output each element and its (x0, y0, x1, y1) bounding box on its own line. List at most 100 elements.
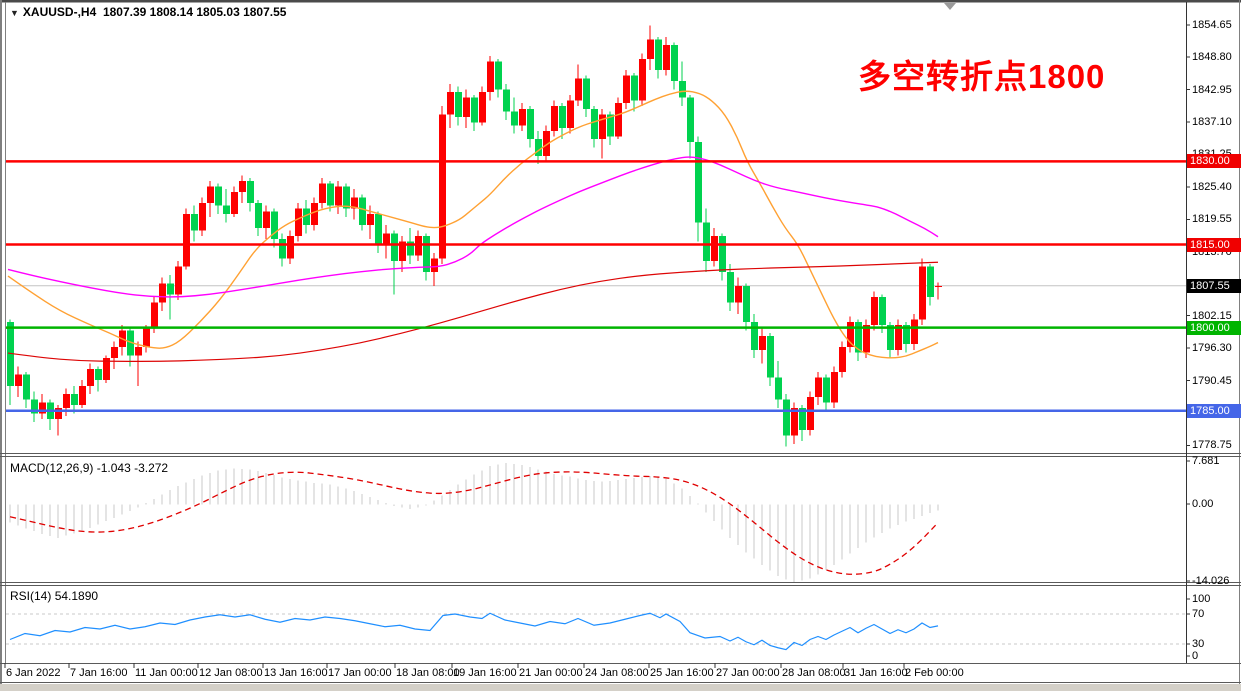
fast-ma (7, 90, 939, 359)
bearish-candle (407, 241, 414, 256)
support-resistance-lines[interactable] (6, 160, 1186, 412)
bullish-candle (871, 297, 878, 325)
bearish-candle (535, 139, 542, 156)
bullish-candle (463, 97, 470, 118)
bearish-candle (31, 399, 38, 414)
bullish-candle (815, 377, 822, 397)
bearish-candle (775, 377, 782, 400)
rsi-axis-tick: 30 (1192, 638, 1205, 650)
bullish-candle (39, 402, 46, 414)
rsi-axis-tick: 0 (1192, 650, 1199, 662)
indicator-list-toggle-icon[interactable]: ▼ (10, 8, 19, 18)
bullish-candle (87, 369, 94, 386)
axis-tick-marks (4, 24, 1190, 668)
bullish-candle (791, 407, 798, 436)
bullish-candle (911, 319, 918, 345)
bullish-candle (623, 75, 630, 104)
bullish-candle (175, 266, 182, 295)
bullish-candle (367, 214, 374, 226)
rsi-panel-plot[interactable] (6, 612, 1186, 651)
bullish-candle (711, 236, 718, 262)
price-chip-1800.00: 1800.00 (1187, 320, 1241, 335)
time-axis-label: 2 Feb 00:00 (905, 667, 964, 679)
bearish-candle (823, 377, 830, 403)
time-axis-label: 6 Jan 2022 (6, 667, 61, 679)
bullish-candle (79, 385, 86, 406)
bullish-candle (15, 374, 22, 386)
bearish-candle (631, 75, 638, 101)
bullish-candle (543, 130, 550, 156)
bullish-candle (63, 394, 70, 408)
bearish-candle (655, 39, 662, 70)
price-chip-1785.00: 1785.00 (1187, 403, 1241, 418)
macd-axis-tick: 7.681 (1192, 455, 1220, 467)
bearish-candle (887, 324, 894, 350)
ohlc-readout: 1807.39 1808.14 1805.03 1807.55 (102, 5, 287, 19)
medium-ma (7, 156, 939, 298)
bearish-candle (95, 369, 102, 381)
bearish-candle (559, 106, 566, 129)
bearish-candle (679, 81, 686, 98)
bearish-candle (215, 186, 222, 206)
bullish-candle (639, 58, 646, 101)
bearish-candle (527, 108, 534, 140)
bullish-candle (735, 286, 742, 303)
time-axis-label: 28 Jan 08:00 (782, 667, 846, 679)
bearish-candle (687, 97, 694, 143)
rsi-indicator-label: RSI(14) 54.1890 (10, 589, 99, 603)
price-axis-tick: 1837.10 (1192, 116, 1232, 129)
time-axis-label: 13 Jan 16:00 (264, 667, 328, 679)
bearish-candle (471, 97, 478, 123)
slow-ma (7, 261, 939, 362)
bullish-candle (863, 324, 870, 353)
price-chip-1830.00: 1830.00 (1187, 154, 1241, 169)
macd-axis-tick: 0.00 (1192, 498, 1214, 510)
bullish-candle (439, 114, 446, 259)
bullish-candle (319, 183, 326, 203)
chart-shift-triangle-icon[interactable] (944, 3, 956, 10)
bullish-candle (895, 324, 902, 350)
bearish-candle (671, 45, 678, 82)
bearish-candle (767, 335, 774, 378)
chart-title: ▼ XAUUSD-,H4 1807.39 1808.14 1805.03 1807… (10, 6, 286, 20)
bullish-candle (431, 258, 438, 273)
bearish-candle (71, 394, 78, 406)
time-axis-label: 12 Jan 08:00 (199, 667, 263, 679)
bearish-candle (343, 186, 350, 209)
bullish-candle (231, 191, 238, 215)
bullish-candle (383, 233, 390, 245)
bearish-candle (359, 197, 366, 226)
price-chip-1815.00: 1815.00 (1187, 237, 1241, 252)
bearish-candle (743, 286, 750, 323)
price-chip-1807.55: 1807.55 (1187, 278, 1241, 293)
bullish-candle (351, 197, 358, 209)
bearish-candle (455, 92, 462, 118)
bearish-candle (167, 283, 174, 295)
price-axis-tick: 1819.55 (1192, 213, 1232, 226)
bearish-candle (375, 214, 382, 245)
macd-panel-plot[interactable] (9, 462, 939, 583)
bearish-candle (391, 233, 398, 262)
time-axis-label: 19 Jan 16:00 (453, 667, 517, 679)
bullish-candle (839, 346, 846, 372)
bullish-candle (575, 78, 582, 101)
bearish-candle (927, 266, 934, 298)
bullish-candle (135, 346, 142, 356)
bearish-candle (903, 324, 910, 345)
bullish-candle (663, 45, 670, 70)
macd-indicator-label: MACD(12,26,9) -1.043 -3.272 (10, 461, 169, 475)
time-axis-label: 27 Jan 00:00 (716, 667, 780, 679)
time-axis-label: 18 Jan 08:00 (396, 667, 460, 679)
bullish-candle (335, 186, 342, 206)
bearish-candle (607, 114, 614, 137)
bullish-candle (295, 208, 302, 237)
bullish-candle (199, 202, 206, 231)
bearish-candle (703, 222, 710, 262)
price-axis-tick: 1848.80 (1192, 51, 1232, 64)
bearish-candle (879, 297, 886, 325)
bullish-candle (111, 346, 118, 359)
bullish-candle (239, 180, 246, 192)
bullish-candle (143, 327, 150, 347)
